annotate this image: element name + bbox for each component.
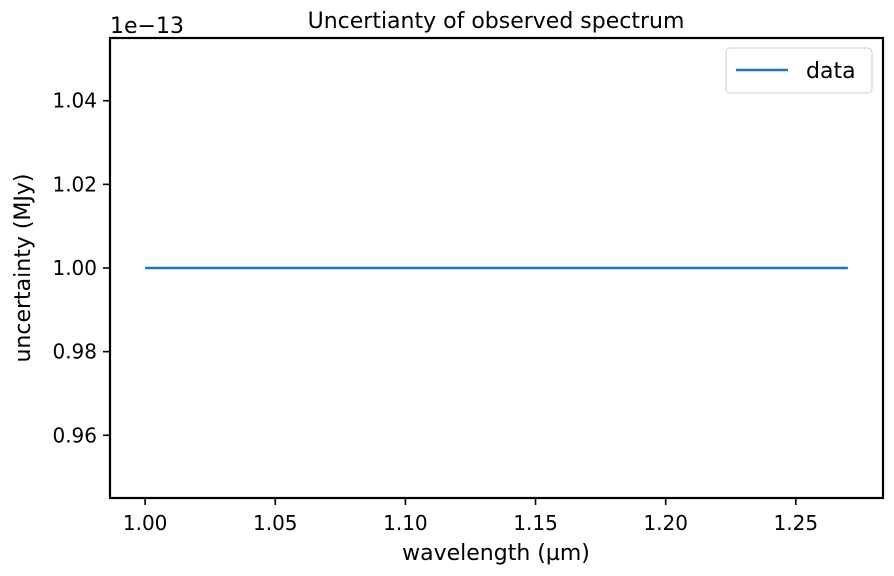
- x-axis-ticks: 1.00 1.05 1.10 1.15 1.20 1.25: [123, 498, 818, 535]
- y-tick-label: 1.00: [52, 256, 97, 280]
- y-axis-label: uncertainty (MJy): [11, 173, 36, 362]
- y-tick-label: 1.02: [52, 172, 97, 196]
- y-axis-ticks: 0.96 0.98 1.00 1.02 1.04: [52, 89, 110, 447]
- plot-frame: [108, 36, 885, 500]
- x-tick-label: 1.10: [383, 511, 428, 535]
- x-axis-label: wavelength (µm): [402, 541, 590, 566]
- x-tick-label: 1.25: [774, 511, 819, 535]
- x-tick-label: 1.00: [123, 511, 168, 535]
- y-offset-label: 1e−13: [110, 14, 184, 39]
- x-tick-label: 1.20: [643, 511, 688, 535]
- y-tick-label: 0.96: [52, 423, 97, 447]
- legend-box: [725, 47, 873, 94]
- x-tick-label: 1.15: [513, 511, 558, 535]
- x-tick-label: 1.05: [253, 511, 298, 535]
- legend-label-data: data: [806, 59, 856, 84]
- y-tick-label: 1.04: [52, 89, 97, 113]
- legend: data: [725, 47, 873, 94]
- y-tick-label: 0.98: [52, 340, 97, 364]
- chart-title: Uncertianty of observed spectrum: [308, 9, 685, 34]
